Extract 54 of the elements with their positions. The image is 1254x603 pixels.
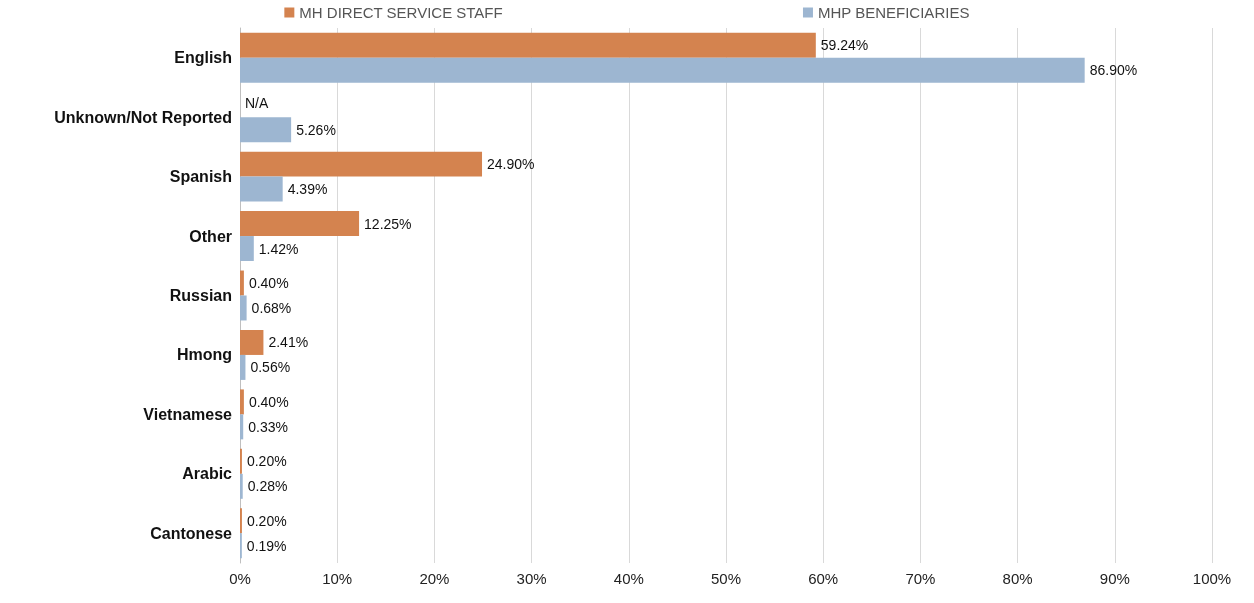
x-tick-label: 10% — [322, 570, 353, 587]
y-tick-label: Russian — [169, 287, 232, 304]
y-tick-label: Vietnamese — [143, 405, 233, 423]
bar — [240, 236, 254, 262]
data-label: 1.42% — [258, 240, 299, 257]
data-label: 0.20% — [246, 453, 287, 470]
legend-label: MH DIRECT SERVICE STAFF — [299, 4, 503, 21]
x-tick-label: 80% — [1002, 570, 1033, 587]
y-tick-label: English — [174, 49, 232, 67]
bar — [240, 117, 292, 143]
bar — [240, 32, 816, 58]
x-tick-label: 40% — [613, 570, 644, 587]
data-label: 0.56% — [250, 359, 291, 376]
data-label: 86.90% — [1089, 62, 1138, 79]
y-tick-label: Cantonese — [150, 524, 233, 542]
bar — [240, 176, 283, 202]
x-tick-label: 50% — [710, 570, 742, 587]
x-tick-label: 100% — [1192, 570, 1232, 587]
y-tick-label: Other — [189, 227, 232, 245]
bar — [240, 295, 247, 321]
x-tick-label: 60% — [808, 570, 839, 587]
x-tick-label: 20% — [419, 570, 450, 587]
y-tick-label: Spanish — [169, 168, 232, 186]
bar — [240, 57, 1085, 83]
data-label: 2.41% — [268, 334, 309, 351]
data-label: 5.26% — [296, 121, 336, 138]
y-tick-label: Arabic — [182, 465, 233, 483]
data-label: 59.24% — [820, 37, 869, 54]
legend-label: MHP BENEFICIARIES — [817, 4, 970, 21]
bar — [240, 270, 244, 296]
bar — [240, 414, 244, 440]
bar — [240, 473, 243, 499]
y-tick-label: Unknown/Not Reported — [54, 108, 232, 126]
bar — [240, 354, 246, 380]
x-tick-label: 0% — [229, 570, 251, 587]
data-label: 0.40% — [248, 275, 289, 292]
y-tick-label: Hmong — [176, 346, 232, 364]
x-tick-label: 30% — [516, 570, 547, 587]
bar — [240, 211, 360, 237]
data-label: 0.19% — [246, 537, 287, 554]
data-label: 0.68% — [251, 299, 292, 316]
data-label: 0.20% — [246, 512, 287, 529]
bar — [240, 329, 264, 355]
x-tick-label: 90% — [1099, 570, 1130, 587]
data-label: 0.28% — [247, 478, 288, 495]
data-label: 4.39% — [287, 181, 328, 198]
text: N/A — [245, 94, 269, 111]
data-label: 24.90% — [487, 156, 535, 173]
bar — [240, 389, 244, 415]
data-label: 0.33% — [248, 418, 288, 435]
data-label: 0.40% — [248, 393, 289, 410]
data-label: 12.25% — [364, 215, 412, 232]
bar — [240, 151, 483, 177]
x-tick-label: 70% — [905, 570, 936, 587]
